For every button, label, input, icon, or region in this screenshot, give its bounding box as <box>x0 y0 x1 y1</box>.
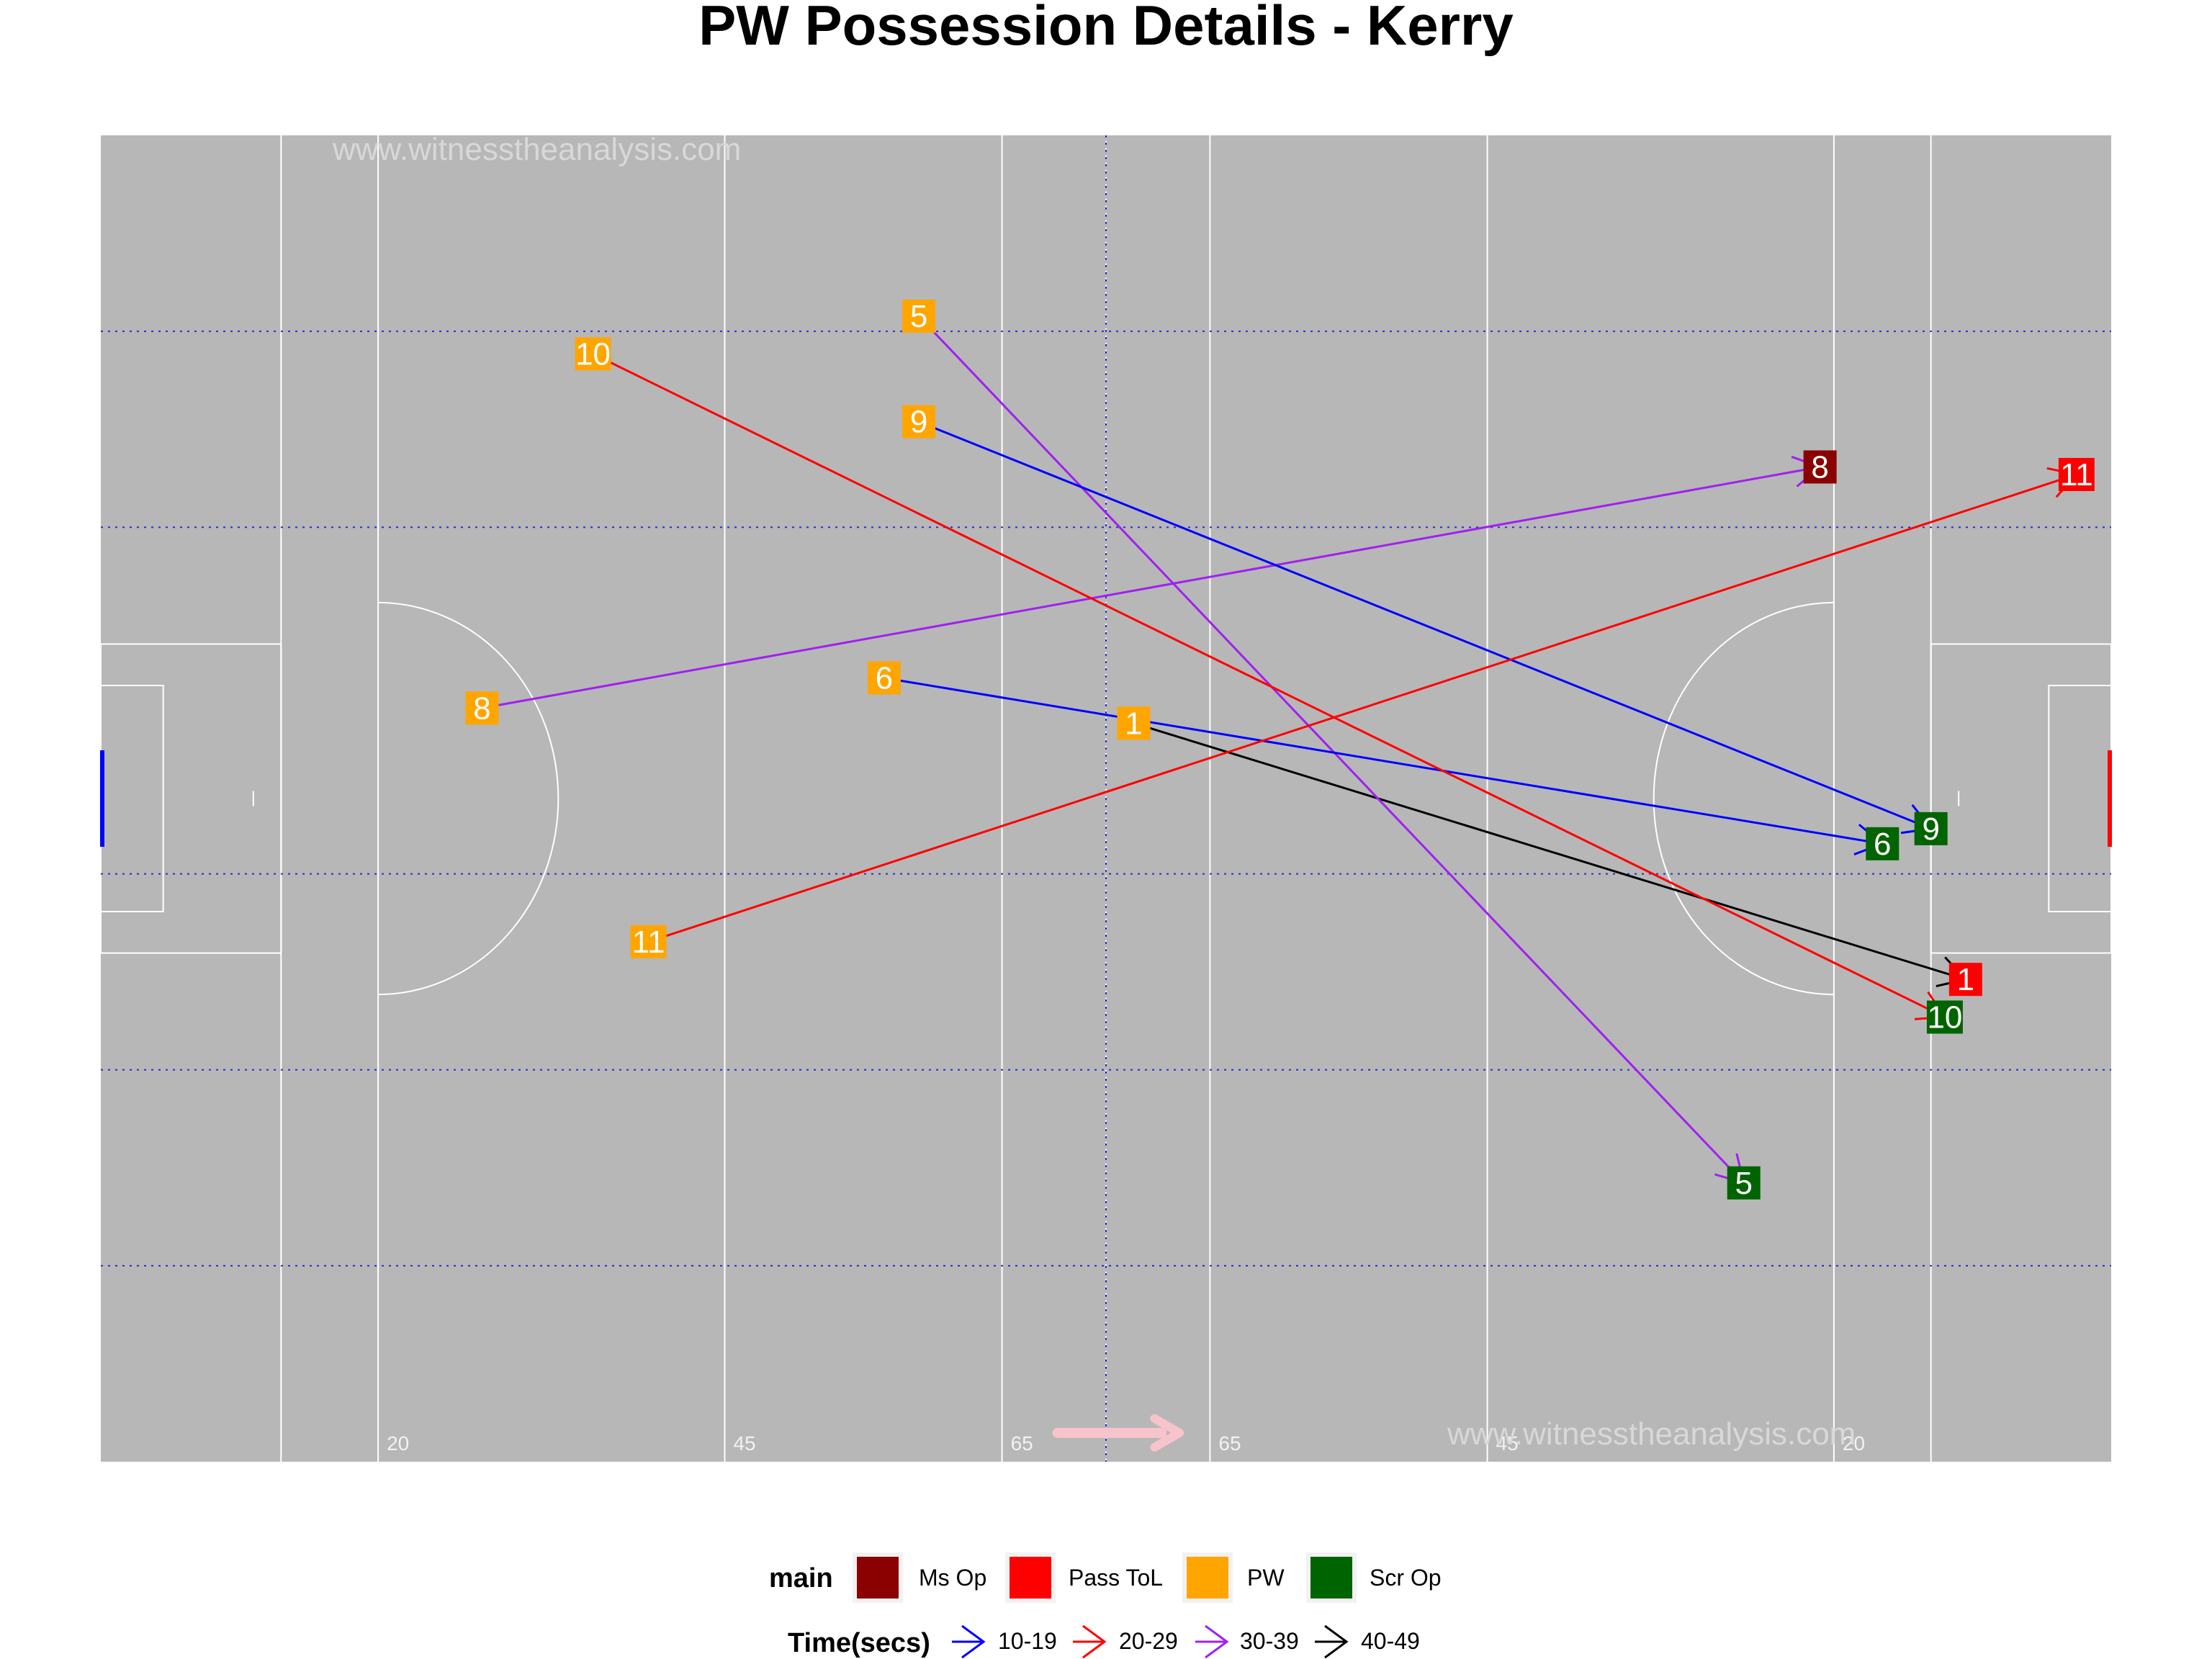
legend-title-main: main <box>769 1563 833 1593</box>
legend-label: 30-39 <box>1240 1628 1299 1654</box>
pitch-lines <box>100 135 2113 1462</box>
possession-marker-box <box>902 405 936 439</box>
legend: main Ms Op Pass ToL PW Scr Op Time(secs) 10-19… <box>769 1552 1442 1659</box>
line-tick-label: 65 <box>1218 1432 1241 1455</box>
legend-label: PW <box>1247 1565 1285 1591</box>
possession-marker-label: 6 <box>876 661 893 696</box>
possession-marker-label: 9 <box>910 405 927 440</box>
legend-swatch <box>1010 1557 1051 1599</box>
legend-swatch <box>1310 1557 1352 1599</box>
watermark-bottom: www.witnesstheanalysis.com <box>1447 1416 1856 1452</box>
possession-marker-label: 1 <box>1125 706 1142 741</box>
arc-right <box>1653 601 1834 996</box>
legend-label: 40-49 <box>1361 1628 1420 1654</box>
possession-arrow-line <box>1133 721 1966 981</box>
legend-label: 20-29 <box>1119 1628 1178 1654</box>
line-tick-labels: 20 45 65 65 45 20 <box>387 1432 1865 1455</box>
possession-marker-box <box>902 300 936 333</box>
possession-arrow-line <box>917 315 1745 1184</box>
possession-marker-label: 8 <box>473 691 490 726</box>
possession-marker-label: 9 <box>1922 811 1939 847</box>
attack-direction-arrow <box>1052 1414 1184 1452</box>
legend-arrow-head <box>1205 1624 1229 1659</box>
possession-marker-box <box>465 691 499 725</box>
possession-arrows <box>482 315 2079 1184</box>
possession-marker-label: 10 <box>575 337 611 372</box>
possession-marker-label: 6 <box>1874 827 1891 862</box>
possession-marker-box <box>1926 1000 1963 1034</box>
legend-label: Pass ToL <box>1069 1565 1163 1591</box>
possession-marker-box <box>1948 963 1982 997</box>
possession-marker-label: 8 <box>1811 450 1828 485</box>
legend-swatch <box>1187 1557 1228 1599</box>
possession-marker-box <box>1914 811 1948 845</box>
legend-swatch <box>857 1557 899 1599</box>
legend-arrow-head <box>961 1624 986 1659</box>
possession-marker-box <box>1117 706 1151 740</box>
chart-title: PW Possession Details - Kerry <box>698 0 1513 57</box>
possession-arrow-line <box>592 353 1946 1018</box>
possession-arrow-line <box>648 473 2077 943</box>
legend-label: 10-19 <box>998 1628 1057 1654</box>
possession-marker-box <box>867 661 901 695</box>
possession-arrow-line <box>884 677 1883 845</box>
legend-label: Scr Op <box>1370 1565 1442 1591</box>
possession-marker-label: 10 <box>1927 1000 1962 1035</box>
possession-marker-box <box>575 337 611 371</box>
possession-marker-label: 5 <box>910 299 927 334</box>
line-tick-label: 20 <box>387 1432 409 1455</box>
legend-title-time: Time(secs) <box>788 1628 930 1658</box>
possession-marker-box <box>630 925 667 958</box>
possession-arrow-line <box>918 421 1932 830</box>
legend-arrow-head <box>1324 1624 1349 1659</box>
possession-marker-label: 11 <box>2060 457 2093 493</box>
direction-arrow-head <box>1150 1414 1184 1452</box>
possession-marker-box <box>2058 457 2095 491</box>
possession-marker-label: 1 <box>1957 962 1974 997</box>
legend-label: Ms Op <box>919 1565 986 1591</box>
line-tick-label: 20 <box>1843 1432 1865 1455</box>
line-tick-label: 65 <box>1011 1432 1033 1455</box>
possession-marker-box <box>1803 450 1837 484</box>
possession-marker-label: 11 <box>632 925 665 960</box>
line-tick-label: 45 <box>1496 1432 1519 1455</box>
arc-left <box>378 601 559 996</box>
possession-marker-box <box>1866 827 1899 860</box>
possession-arrow-line <box>482 466 1820 709</box>
legend-arrow-head <box>1082 1624 1107 1659</box>
zone-gridlines <box>101 135 2111 1462</box>
possession-marker-box <box>1727 1166 1761 1200</box>
possession-marker-label: 5 <box>1735 1166 1752 1201</box>
line-tick-label: 45 <box>733 1432 755 1455</box>
watermark-top: www.witnesstheanalysis.com <box>332 132 741 167</box>
